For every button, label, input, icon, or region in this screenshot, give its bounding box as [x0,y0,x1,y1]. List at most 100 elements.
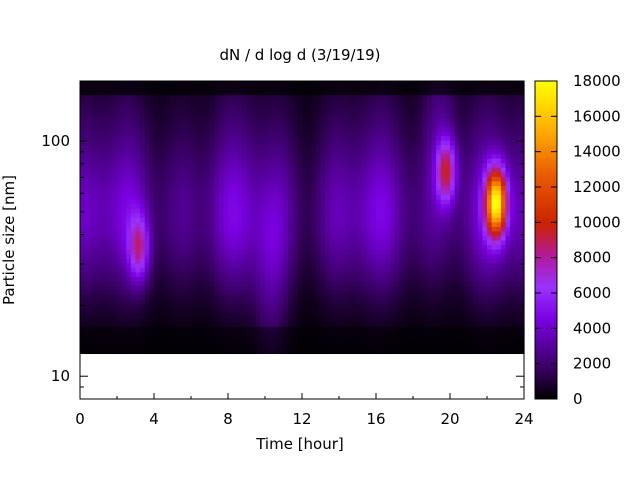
heatmap-cell [380,330,386,336]
heatmap-cell [320,285,326,291]
heatmap-cell [329,153,335,159]
heatmap-cell [107,81,113,87]
heatmap-cell [167,326,174,332]
heatmap-cell [394,235,400,241]
heatmap-cell [126,199,132,205]
heatmap-cell [80,235,86,241]
heatmap-cell [181,185,187,191]
heatmap-cell [163,289,169,295]
heatmap-cell [237,126,243,132]
heatmap-cell [274,235,280,241]
heatmap-cell [158,226,164,232]
heatmap-cell [177,348,183,355]
heatmap-cell [204,330,211,336]
heatmap-cell [297,253,303,259]
heatmap-cell [265,85,271,91]
heatmap-cell [117,226,123,232]
heatmap-cell [450,298,456,305]
heatmap-cell [394,153,400,159]
heatmap-cell [274,294,280,300]
heatmap-cell [352,162,359,168]
heatmap-cell [167,298,174,305]
heatmap-cell [246,253,252,259]
heatmap-cell [325,112,331,118]
heatmap-cell [302,189,308,196]
heatmap-cell [371,203,377,209]
heatmap-cell [283,280,289,286]
heatmap-cell [389,212,396,218]
heatmap-cell [445,208,451,214]
heatmap-cell [431,321,437,327]
heatmap-cell [274,81,280,87]
heatmap-cell [181,81,187,87]
heatmap-cell [121,217,127,223]
heatmap-cell [191,85,197,91]
heatmap-cell [348,230,354,236]
heatmap-cell [89,230,95,236]
heatmap-cell [371,221,377,227]
heatmap-cell [431,171,437,177]
heatmap-cell [292,348,298,355]
heatmap-cell [278,298,285,305]
heatmap-cell [385,99,391,105]
heatmap-cell [445,312,451,318]
heatmap-cell [348,126,354,132]
heatmap-cell [98,167,104,173]
heatmap-cell [450,226,456,232]
heatmap-cell [417,276,423,282]
heatmap-cell [265,189,271,196]
heatmap-cell [426,221,433,227]
heatmap-cell [214,339,220,345]
heatmap-cell [362,167,368,173]
heatmap-cell [422,285,428,291]
heatmap-cell [366,280,372,286]
heatmap-cell [241,303,248,309]
heatmap-cell [149,312,155,318]
heatmap-cell [126,108,132,114]
heatmap-cell [241,194,248,200]
heatmap-cell [320,339,326,345]
heatmap-cell [121,167,127,173]
heatmap-cell [380,203,386,209]
heatmap-cell [371,248,377,255]
heatmap-cell [389,185,396,191]
heatmap-cell [380,189,386,196]
heatmap-cell [130,321,137,327]
heatmap-cell [246,226,252,232]
heatmap-cell [320,203,326,209]
heatmap-cell [126,99,132,105]
heatmap-cell [357,203,363,209]
heatmap-cell [112,208,118,214]
heatmap-cell [130,253,137,259]
heatmap-cell [329,149,335,155]
heatmap-cell [278,321,285,327]
heatmap-cell [191,303,197,309]
heatmap-cell [130,117,137,123]
heatmap-cell [454,298,460,305]
heatmap-cell [117,153,123,159]
heatmap-cell [223,130,229,137]
heatmap-cell [422,94,428,100]
heatmap-cell [362,81,368,87]
heatmap-cell [204,189,211,196]
heatmap-cell [80,140,86,146]
heatmap-cell [269,185,275,191]
heatmap-cell [408,294,414,300]
heatmap-cell [232,239,238,246]
heatmap-cell [413,149,419,155]
heatmap-cell [112,344,118,350]
heatmap-cell [436,348,442,355]
heatmap-cell [186,103,192,109]
heatmap-cell [306,267,312,273]
heatmap-cell [302,348,308,355]
heatmap-cell [246,180,252,187]
heatmap-cell [214,194,220,200]
heatmap-cell [431,194,437,200]
heatmap-cell [241,162,248,168]
heatmap-cell [339,158,345,164]
heatmap-cell [140,298,146,305]
heatmap-cell [315,81,322,87]
heatmap-cell [98,208,104,214]
heatmap-cell [325,94,331,100]
heatmap-cell [130,112,137,118]
